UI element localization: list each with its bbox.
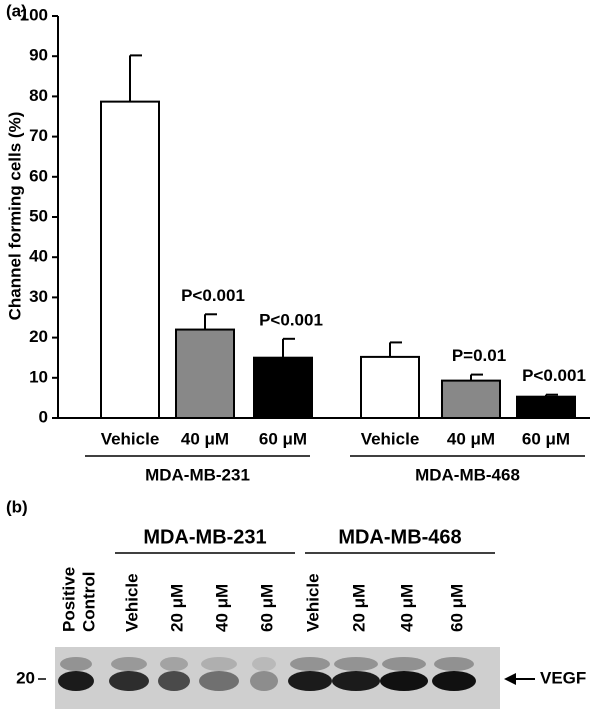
blot-smear [60, 657, 92, 671]
blot-smear [252, 657, 276, 671]
lane-label: 20 μM [349, 584, 368, 632]
blot-band [250, 671, 278, 691]
blot-smear [382, 657, 426, 671]
group-label: MDA-MB-468 [415, 465, 520, 484]
y-tick-label: 70 [29, 126, 48, 145]
blot-smear [201, 657, 237, 671]
lane-label: 60 μM [447, 584, 466, 632]
y-tick-label: 60 [29, 166, 48, 185]
panel-label: (a) [6, 1, 27, 20]
y-tick-label: 20 [29, 327, 48, 346]
blot-group-label: MDA-MB-231 [143, 526, 266, 548]
lane-label: 40 μM [212, 584, 231, 632]
x-tick-label: Vehicle [101, 429, 160, 448]
x-tick-label: 40 μM [447, 429, 495, 448]
annotation: P<0.001 [522, 366, 586, 385]
lane-label: Control [79, 572, 98, 632]
blot-smear [434, 657, 474, 671]
y-tick-label: 10 [29, 367, 48, 386]
annotation: P<0.001 [181, 286, 245, 305]
lane-label: 40 μM [397, 584, 416, 632]
bar [175, 328, 235, 419]
y-tick-label: 40 [29, 247, 48, 266]
y-tick-label: 100 [20, 5, 48, 24]
x-tick-label: 40 μM [181, 429, 229, 448]
bar [441, 379, 501, 420]
blot-band [109, 671, 149, 691]
x-tick-label: 60 μM [522, 429, 570, 448]
y-tick-label: 30 [29, 287, 48, 306]
x-tick-label: Vehicle [361, 429, 420, 448]
annotation: P<0.001 [259, 310, 323, 329]
blot-band [380, 671, 428, 691]
group-label: MDA-MB-231 [145, 465, 250, 484]
lane-label: 60 μM [257, 584, 276, 632]
annotation: P=0.01 [452, 346, 506, 365]
blot-band [288, 671, 332, 691]
blot-band [58, 671, 94, 691]
marker-label: 20 [16, 668, 35, 687]
blot-smear [160, 657, 188, 671]
x-tick-label: 60 μM [259, 429, 307, 448]
y-tick-label: 50 [29, 206, 48, 225]
y-tick-label: 80 [29, 86, 48, 105]
lane-label: Vehicle [122, 573, 141, 632]
band-label: VEGF [540, 668, 586, 687]
lane-label: Vehicle [303, 573, 322, 632]
blot-smear [290, 657, 330, 671]
bar [100, 100, 160, 419]
y-axis-label: Channel forming cells (%) [5, 112, 24, 321]
bar [253, 356, 313, 420]
bar [516, 395, 576, 419]
y-tick-label: 90 [29, 46, 48, 65]
bar [360, 355, 420, 419]
y-tick-label: 0 [39, 407, 48, 426]
blot-smear [334, 657, 378, 671]
blot-band [332, 671, 380, 691]
blot-band [432, 671, 476, 691]
arrow-head [504, 673, 516, 685]
blot-band [158, 671, 190, 691]
lane-label: 20 μM [167, 584, 186, 632]
blot-smear [111, 657, 147, 671]
lane-label: Positive [59, 567, 78, 632]
blot-group-label: MDA-MB-468 [338, 526, 461, 548]
panel-label: (b) [6, 497, 28, 516]
blot-band [199, 671, 239, 691]
